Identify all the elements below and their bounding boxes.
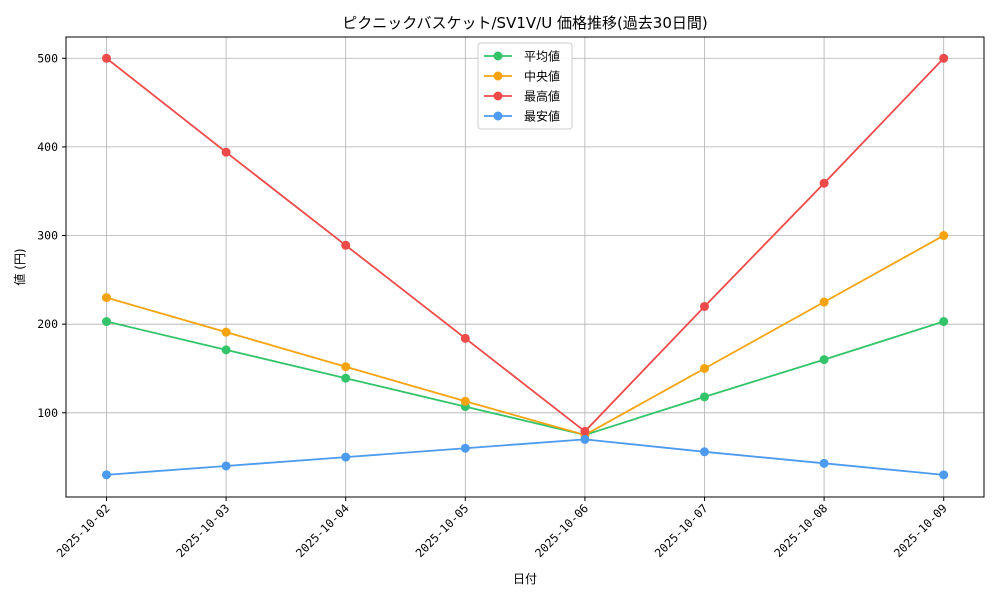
- x-axis: 2025-10-02 2025-10-03 2025-10-04 2025-10-05…: [54, 497, 950, 560]
- series-line: [106, 438, 944, 476]
- series-2: [102, 53, 949, 436]
- data-point: [939, 53, 949, 63]
- data-point: [939, 231, 949, 241]
- series: [102, 53, 949, 480]
- data-point: [700, 447, 709, 457]
- data-point: [819, 178, 829, 188]
- legend-item: 平均値: [484, 49, 560, 64]
- y-tick-label: 200: [37, 317, 58, 331]
- legend-item: 最高値: [484, 89, 560, 104]
- plot-frame: [65, 36, 985, 498]
- series-line: [106, 320, 944, 436]
- data-point: [341, 452, 351, 462]
- data-point: [700, 392, 709, 402]
- data-point: [221, 147, 231, 157]
- x-tick-label: 2025-10-04: [293, 501, 352, 560]
- series-0: [102, 317, 949, 440]
- x-tick-label: 2025-10-02: [54, 501, 113, 560]
- data-point: [460, 333, 470, 343]
- chart-title: ピクニックバスケット/SV1V/U 価格推移(過去30日間): [342, 14, 708, 32]
- data-point: [460, 396, 470, 406]
- data-point: [102, 53, 111, 63]
- y-tick-label: 500: [37, 51, 58, 65]
- x-axis-label: 日付: [513, 572, 537, 586]
- data-point: [819, 458, 829, 468]
- data-point: [580, 426, 590, 436]
- x-tick-label: 2025-10-09: [891, 501, 950, 560]
- data-point: [700, 363, 709, 373]
- data-point: [102, 293, 111, 303]
- legend-swatch-marker: [493, 71, 503, 81]
- data-point: [819, 355, 829, 365]
- legend-swatch-marker: [493, 91, 503, 101]
- data-point: [460, 443, 470, 453]
- legend-swatch-marker: [493, 51, 503, 61]
- data-point: [700, 301, 709, 311]
- y-axis-label: 値 (円): [12, 248, 27, 285]
- data-point: [341, 240, 351, 250]
- x-tick-label: 2025-10-03: [173, 501, 232, 560]
- data-point: [102, 317, 111, 327]
- y-tick-label: 400: [37, 140, 58, 154]
- data-point: [221, 327, 231, 337]
- y-tick-label: 100: [37, 406, 58, 420]
- legend-box: [477, 42, 573, 130]
- y-tick-label: 300: [37, 229, 58, 243]
- legend-label: 中央値: [524, 69, 560, 84]
- series-line: [105, 57, 945, 433]
- x-tick-label: 2025-10-08: [771, 501, 830, 560]
- legend-item: 最安値: [484, 109, 560, 124]
- data-point: [580, 434, 590, 444]
- series-3: [102, 434, 949, 480]
- data-point: [221, 345, 231, 355]
- legend-label: 平均値: [524, 49, 560, 64]
- x-tick-label: 2025-10-06: [532, 501, 591, 560]
- data-point: [102, 470, 111, 480]
- data-point: [939, 317, 949, 327]
- data-point: [341, 373, 351, 383]
- series-line: [106, 234, 945, 436]
- legend-item: 中央値: [484, 69, 560, 84]
- series-1: [102, 231, 949, 440]
- legend-label: 最安値: [524, 109, 560, 124]
- data-point: [221, 461, 231, 471]
- x-tick-label: 2025-10-05: [413, 501, 472, 560]
- x-tick-label: 2025-10-07: [652, 501, 711, 560]
- y-axis: 100 200 300 400 500: [37, 51, 66, 420]
- data-point: [819, 297, 829, 307]
- legend-swatch-marker: [493, 111, 503, 121]
- legend-label: 最高値: [524, 89, 560, 104]
- data-point: [341, 362, 351, 372]
- data-point: [939, 470, 949, 480]
